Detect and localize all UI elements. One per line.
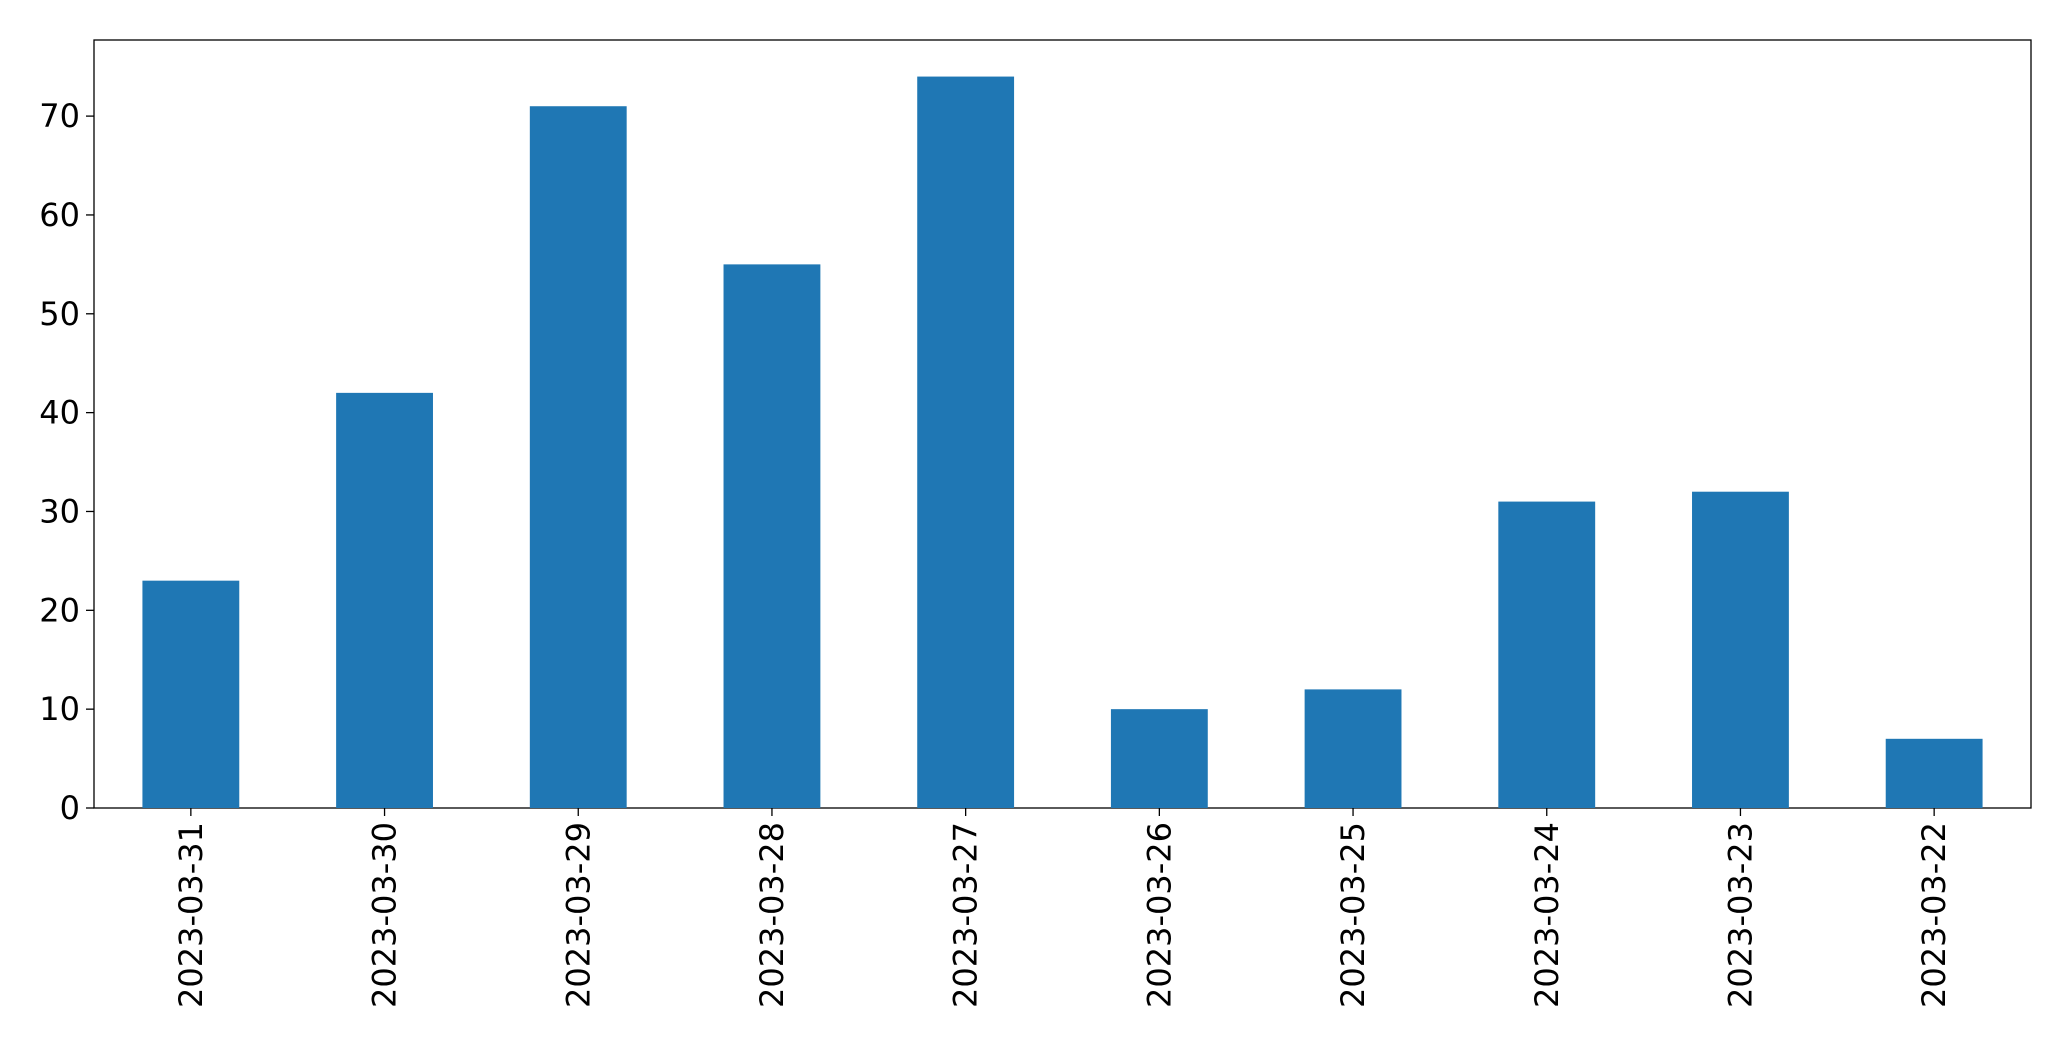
x-tick-label: 2023-03-28 [753,822,791,1008]
bar [723,264,821,808]
x-tick-label: 2023-03-27 [947,822,985,1008]
bar [142,580,240,808]
x-tick-label: 2023-03-31 [172,822,210,1008]
bar [1304,689,1402,808]
y-tick-label: 0 [60,789,80,827]
y-tick-label: 40 [39,394,80,432]
x-tick-label: 2023-03-26 [1140,822,1178,1008]
y-tick-label: 30 [39,492,80,530]
x-tick-label: 2023-03-30 [366,822,404,1008]
x-tick-label: 2023-03-29 [559,822,597,1008]
x-tick-label: 2023-03-23 [1721,822,1759,1008]
bar [917,76,1015,809]
axes-frame [93,39,2032,809]
x-tick-label: 2023-03-25 [1334,822,1372,1008]
y-tick-label: 50 [39,295,80,333]
bar [1885,738,1983,808]
x-tick-label: 2023-03-24 [1528,822,1566,1008]
y-tick-label: 60 [39,196,80,234]
bar [336,392,433,808]
bar [529,106,627,808]
y-tick-label: 10 [39,690,80,728]
x-tick-label: 2023-03-22 [1915,822,1953,1008]
bar [1110,709,1208,808]
y-tick-label: 20 [39,591,80,629]
bar [1692,491,1789,808]
y-tick-label: 70 [39,97,80,135]
bar [1498,501,1596,808]
